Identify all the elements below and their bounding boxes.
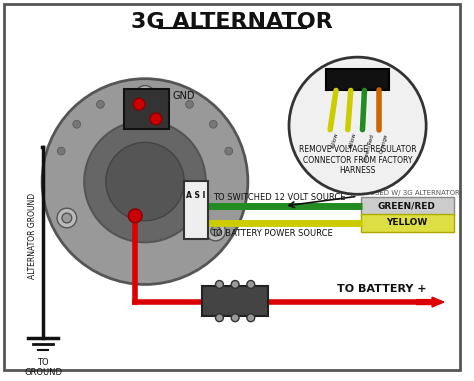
Circle shape	[231, 280, 239, 288]
Circle shape	[57, 147, 65, 155]
FancyBboxPatch shape	[202, 287, 268, 316]
Text: Green/Red: Green/Red	[363, 133, 375, 162]
Text: REMOVE VOLTAGE REGULATOR
CONNECTOR FROM FACTORY
HARNESS: REMOVE VOLTAGE REGULATOR CONNECTOR FROM …	[299, 145, 416, 175]
Circle shape	[216, 314, 223, 322]
Text: GND: GND	[173, 91, 195, 101]
Text: TO BATTERY +: TO BATTERY +	[337, 284, 427, 295]
Circle shape	[73, 120, 81, 128]
Circle shape	[150, 113, 162, 125]
FancyBboxPatch shape	[326, 69, 389, 90]
Circle shape	[126, 90, 133, 98]
Circle shape	[231, 314, 239, 322]
Circle shape	[206, 221, 226, 241]
Circle shape	[186, 101, 193, 108]
FancyBboxPatch shape	[184, 181, 208, 239]
Circle shape	[62, 213, 72, 223]
FancyBboxPatch shape	[4, 4, 460, 370]
Circle shape	[156, 90, 164, 98]
Circle shape	[210, 120, 217, 128]
Text: (NOT USED W/ 3G ALTERNATOR): (NOT USED W/ 3G ALTERNATOR)	[350, 189, 463, 195]
Circle shape	[97, 101, 104, 108]
Text: TO SWITCHED 12 VOLT SOURCE: TO SWITCHED 12 VOLT SOURCE	[213, 193, 346, 202]
FancyBboxPatch shape	[361, 214, 454, 232]
Circle shape	[289, 57, 426, 194]
FancyArrow shape	[416, 297, 444, 307]
Text: TO
GROUND: TO GROUND	[24, 358, 62, 377]
Text: YELLOW: YELLOW	[386, 218, 427, 227]
Circle shape	[42, 79, 248, 285]
Text: Yellow: Yellow	[330, 133, 339, 150]
Circle shape	[106, 142, 184, 221]
Circle shape	[133, 98, 145, 110]
Text: Orange: Orange	[379, 133, 389, 154]
Circle shape	[128, 209, 142, 223]
Circle shape	[84, 121, 206, 242]
Circle shape	[247, 314, 255, 322]
Circle shape	[225, 147, 233, 155]
Text: A S I: A S I	[186, 191, 206, 200]
Text: 3G ALTERNATOR: 3G ALTERNATOR	[131, 12, 333, 32]
Circle shape	[216, 280, 223, 288]
Circle shape	[57, 208, 77, 228]
FancyBboxPatch shape	[361, 197, 454, 215]
Circle shape	[247, 280, 255, 288]
Circle shape	[135, 86, 155, 105]
Text: Yellow: Yellow	[348, 133, 357, 150]
Circle shape	[211, 226, 220, 236]
Text: GREEN/RED: GREEN/RED	[378, 202, 436, 211]
Text: ALTERNATOR GROUND: ALTERNATOR GROUND	[28, 192, 37, 279]
FancyBboxPatch shape	[124, 90, 170, 129]
Circle shape	[140, 90, 150, 100]
Text: TO BATTERY POWER SOURCE: TO BATTERY POWER SOURCE	[211, 229, 333, 238]
